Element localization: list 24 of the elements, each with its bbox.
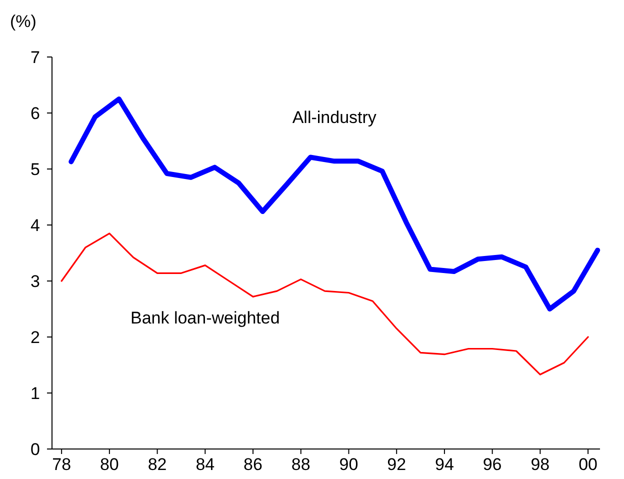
y-axis-title: (%) [10,12,36,31]
y-tick-label: 1 [30,384,40,403]
series-label: Bank loan-weighted [130,308,280,328]
y-tick-label: 0 [30,440,40,459]
y-tick-label: 5 [30,160,40,179]
x-tick-label: 94 [434,455,454,474]
y-tick-label: 2 [30,328,40,347]
text: All-industry [292,108,377,128]
line-series [60,232,589,376]
x-tick-label: 00 [578,455,598,474]
x-tick-label: 86 [244,455,262,474]
y-tick-label: 3 [30,272,40,291]
x-tick-label: 92 [387,455,406,474]
x-tick-label: 80 [100,455,119,474]
x-tick-label: 90 [339,455,358,474]
x-tick-label: 84 [196,455,215,474]
x-tick-label: 78 [52,455,72,474]
y-tick-label: 6 [30,104,40,123]
y-tick-label: 4 [30,216,40,235]
x-tick-label: 82 [148,455,167,474]
y-tick-label: 7 [30,48,40,67]
x-tick-label: 88 [291,455,310,474]
x-tick-label: 96 [482,455,502,474]
x-tick-label: 98 [530,455,550,474]
